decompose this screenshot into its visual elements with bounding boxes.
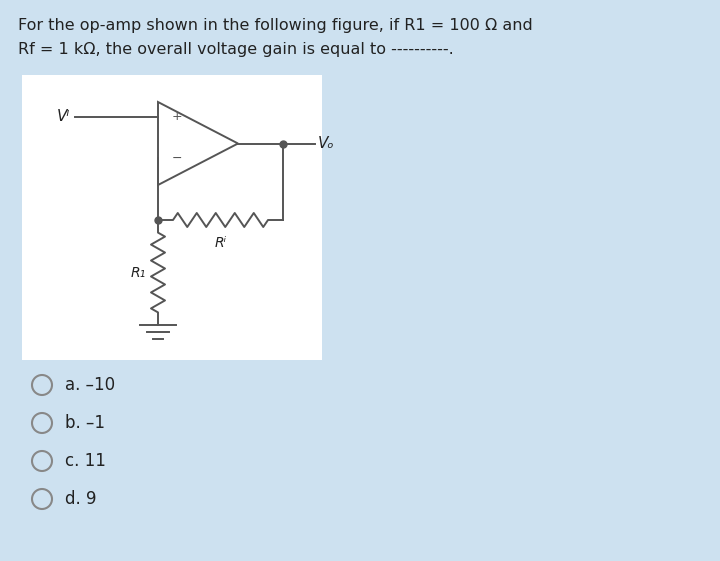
Text: Rf = 1 kΩ, the overall voltage gain is equal to ----------.: Rf = 1 kΩ, the overall voltage gain is e… <box>18 42 454 57</box>
Text: +: + <box>172 110 183 123</box>
Text: Rⁱ: Rⁱ <box>215 236 227 250</box>
Text: Vᴵ: Vᴵ <box>57 109 70 124</box>
FancyBboxPatch shape <box>22 75 322 360</box>
Text: For the op-amp shown in the following figure, if R1 = 100 Ω and: For the op-amp shown in the following fi… <box>18 18 533 33</box>
Text: Vₒ: Vₒ <box>318 136 335 151</box>
Text: b. –1: b. –1 <box>65 414 105 432</box>
Text: a. –10: a. –10 <box>65 376 115 394</box>
Text: c. 11: c. 11 <box>65 452 106 470</box>
Text: d. 9: d. 9 <box>65 490 96 508</box>
Text: R₁: R₁ <box>131 265 146 279</box>
Text: −: − <box>172 151 182 164</box>
